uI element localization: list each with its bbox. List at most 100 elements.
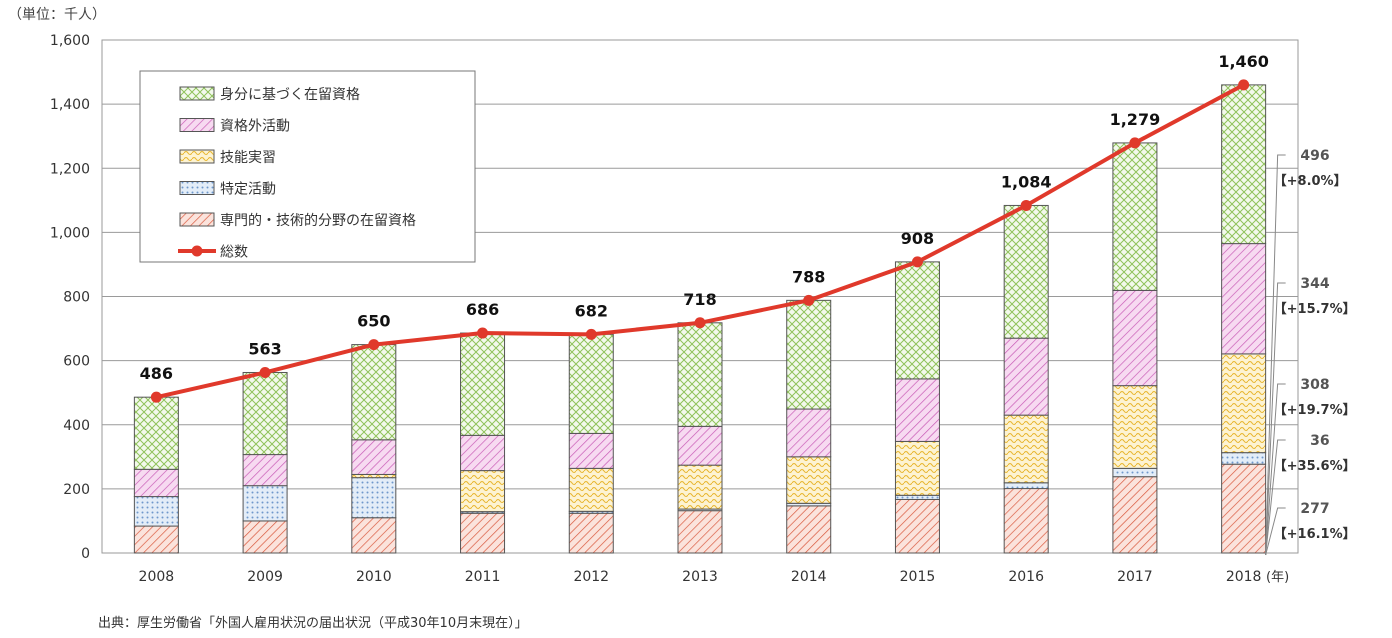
total-line-layer: 486 563 650 686 682 718 788 908 1,084 1,279 1,460 bbox=[140, 52, 1269, 403]
total-point bbox=[477, 327, 489, 339]
x-tick-label: 2009 bbox=[247, 569, 283, 585]
x-tick-label: 2016 bbox=[1008, 569, 1044, 585]
bar-segment bbox=[242, 371, 288, 456]
total-data-label: 650 bbox=[357, 312, 390, 331]
x-tick-label: 2015 bbox=[900, 569, 936, 585]
total-point bbox=[150, 391, 162, 403]
bar-segment bbox=[351, 477, 397, 519]
bar-segment bbox=[568, 467, 614, 512]
bar-segment bbox=[1221, 463, 1267, 554]
bar-segment bbox=[786, 505, 832, 554]
total-point bbox=[1129, 137, 1141, 149]
bar-segment bbox=[1221, 452, 1267, 465]
total-point bbox=[911, 256, 923, 268]
bar-segment bbox=[786, 408, 832, 458]
total-data-label: 1,279 bbox=[1110, 110, 1161, 129]
total-data-label: 718 bbox=[683, 290, 716, 309]
annotation-change: 【+35.6%】 bbox=[1274, 458, 1356, 474]
y-tick-label: 1,400 bbox=[50, 97, 90, 113]
annotation-value: 36 bbox=[1310, 433, 1329, 449]
bar-segment bbox=[133, 468, 179, 498]
year-suffix: (年) bbox=[1266, 570, 1290, 585]
bar-segment bbox=[894, 494, 940, 500]
total-data-label: 682 bbox=[575, 301, 608, 320]
total-point bbox=[585, 328, 597, 340]
bar-segment bbox=[133, 525, 179, 554]
total-data-label: 1,084 bbox=[1001, 172, 1052, 191]
legend-label: 技能実習 bbox=[220, 150, 276, 166]
annotation-change: 【+16.1%】 bbox=[1274, 526, 1356, 542]
bar-segment bbox=[786, 299, 832, 410]
bar-segment bbox=[1221, 84, 1267, 245]
bar-segment bbox=[894, 440, 940, 496]
total-data-label: 788 bbox=[792, 267, 825, 286]
x-tick-label: 2017 bbox=[1117, 569, 1153, 585]
x-tick-label: 2013 bbox=[682, 569, 718, 585]
bar-segment bbox=[568, 432, 614, 469]
legend-label: 特定活動 bbox=[220, 182, 276, 198]
total-point bbox=[259, 366, 271, 378]
bar-segment bbox=[1003, 204, 1049, 339]
bar-segment bbox=[133, 496, 179, 527]
annotation-value: 496 bbox=[1300, 148, 1329, 164]
bar-segment bbox=[677, 322, 723, 427]
annotation-value: 308 bbox=[1300, 377, 1329, 393]
bars-layer bbox=[133, 84, 1267, 554]
annotation-leader bbox=[1265, 439, 1286, 556]
legend-line-marker bbox=[191, 245, 203, 257]
bar-segment bbox=[894, 498, 940, 554]
annotation-layer: 496 【+8.0%】 344 【+15.7%】 308 【+19.7%】 36 【+35.6… bbox=[1265, 148, 1356, 556]
legend-swatch bbox=[179, 118, 215, 132]
bar-segment bbox=[1003, 488, 1049, 554]
legend-label: 専門的・技術的分野の在留資格 bbox=[220, 213, 416, 229]
x-tick-label: 2018 bbox=[1226, 569, 1262, 585]
y-tick-label: 400 bbox=[63, 418, 90, 434]
annotation-leader bbox=[1265, 507, 1286, 556]
bar-segment bbox=[568, 333, 614, 434]
bar-segment bbox=[242, 454, 288, 487]
x-tick-label: 2008 bbox=[139, 569, 175, 585]
bar-segment bbox=[460, 332, 506, 436]
bar-segment bbox=[894, 261, 940, 380]
legend-swatch bbox=[179, 212, 215, 227]
bar-segment bbox=[460, 470, 506, 513]
y-tick-label: 600 bbox=[63, 354, 90, 370]
total-data-label: 1,460 bbox=[1218, 52, 1269, 71]
bar-segment bbox=[1112, 467, 1158, 478]
total-point bbox=[1020, 199, 1032, 211]
bar-segment bbox=[568, 512, 614, 554]
legend-label: 身分に基づく在留資格 bbox=[220, 86, 360, 103]
annotation-leader bbox=[1265, 282, 1286, 556]
bar-segment bbox=[1003, 337, 1049, 416]
total-point bbox=[803, 294, 815, 306]
annotation-value: 344 bbox=[1300, 276, 1329, 292]
bar-segment bbox=[460, 512, 506, 554]
bar-segment bbox=[242, 520, 288, 554]
bar-segment bbox=[351, 517, 397, 554]
bar-segment bbox=[677, 510, 723, 554]
axis-layer: 0 200 400 600 800 1,000 1,200 1,400 1,600 2008 200… bbox=[50, 33, 1262, 585]
bar-segment bbox=[133, 396, 179, 470]
y-tick-label: 1,200 bbox=[50, 161, 90, 177]
legend-swatch bbox=[179, 181, 215, 195]
annotation-value: 277 bbox=[1300, 501, 1329, 517]
bar-segment bbox=[351, 439, 397, 475]
bar-segment bbox=[1112, 385, 1158, 469]
bar-segment bbox=[1112, 142, 1158, 291]
annotation-change: 【+8.0%】 bbox=[1274, 173, 1347, 189]
bar-segment bbox=[786, 456, 832, 504]
source-note: 出典：厚生労働省「外国人雇用状況の届出状況（平成30年10月末現在）」 bbox=[98, 616, 528, 631]
legend-swatch bbox=[179, 86, 215, 101]
bar-segment bbox=[894, 378, 940, 442]
total-data-label: 563 bbox=[248, 339, 281, 358]
bar-segment bbox=[677, 425, 723, 466]
total-point bbox=[694, 317, 706, 329]
total-data-label: 486 bbox=[140, 364, 173, 383]
total-point bbox=[1238, 79, 1250, 91]
x-tick-label: 2012 bbox=[573, 569, 609, 585]
legend-label: 総数 bbox=[220, 245, 248, 261]
y-tick-label: 1,000 bbox=[50, 225, 90, 241]
y-tick-label: 200 bbox=[63, 482, 90, 498]
